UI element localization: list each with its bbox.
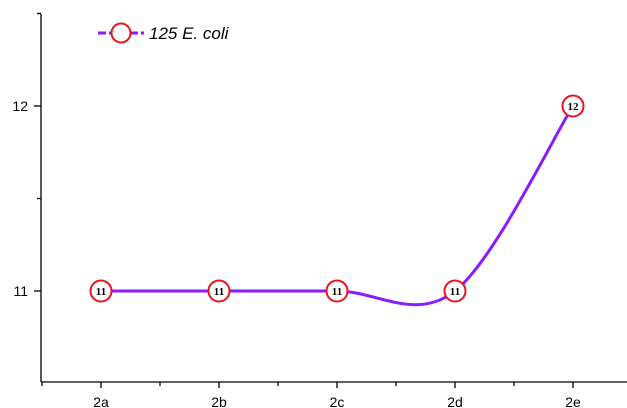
legend: 125 E. coli xyxy=(98,22,230,44)
axes xyxy=(40,14,627,383)
data-label: 11 xyxy=(214,286,224,298)
data-label: 11 xyxy=(332,286,342,298)
data-point-marker xyxy=(325,279,349,303)
x-tick-label: 2d xyxy=(447,394,463,408)
data-label: 12 xyxy=(568,101,580,113)
y-tick-label: 11 xyxy=(13,283,28,299)
data-point-marker xyxy=(207,279,231,303)
legend-label: 125 E. coli xyxy=(149,24,230,43)
data-point-marker xyxy=(561,94,585,118)
data-label: 11 xyxy=(96,286,106,298)
x-tick-label: 2a xyxy=(93,394,109,408)
data-point-marker xyxy=(89,279,113,303)
y-tick-label: 12 xyxy=(12,98,28,114)
series-line xyxy=(100,105,575,307)
x-tick-label: 2c xyxy=(330,394,345,408)
markers: 11 11 11 11 12 xyxy=(89,94,585,303)
data-point-marker xyxy=(443,279,467,303)
legend-marker xyxy=(110,22,132,44)
ticks: 11 12 2a 2b 2c 2d 2e xyxy=(12,12,581,408)
x-tick-label: 2e xyxy=(565,394,581,408)
x-tick-label: 2b xyxy=(211,394,227,408)
data-label: 11 xyxy=(450,286,460,298)
